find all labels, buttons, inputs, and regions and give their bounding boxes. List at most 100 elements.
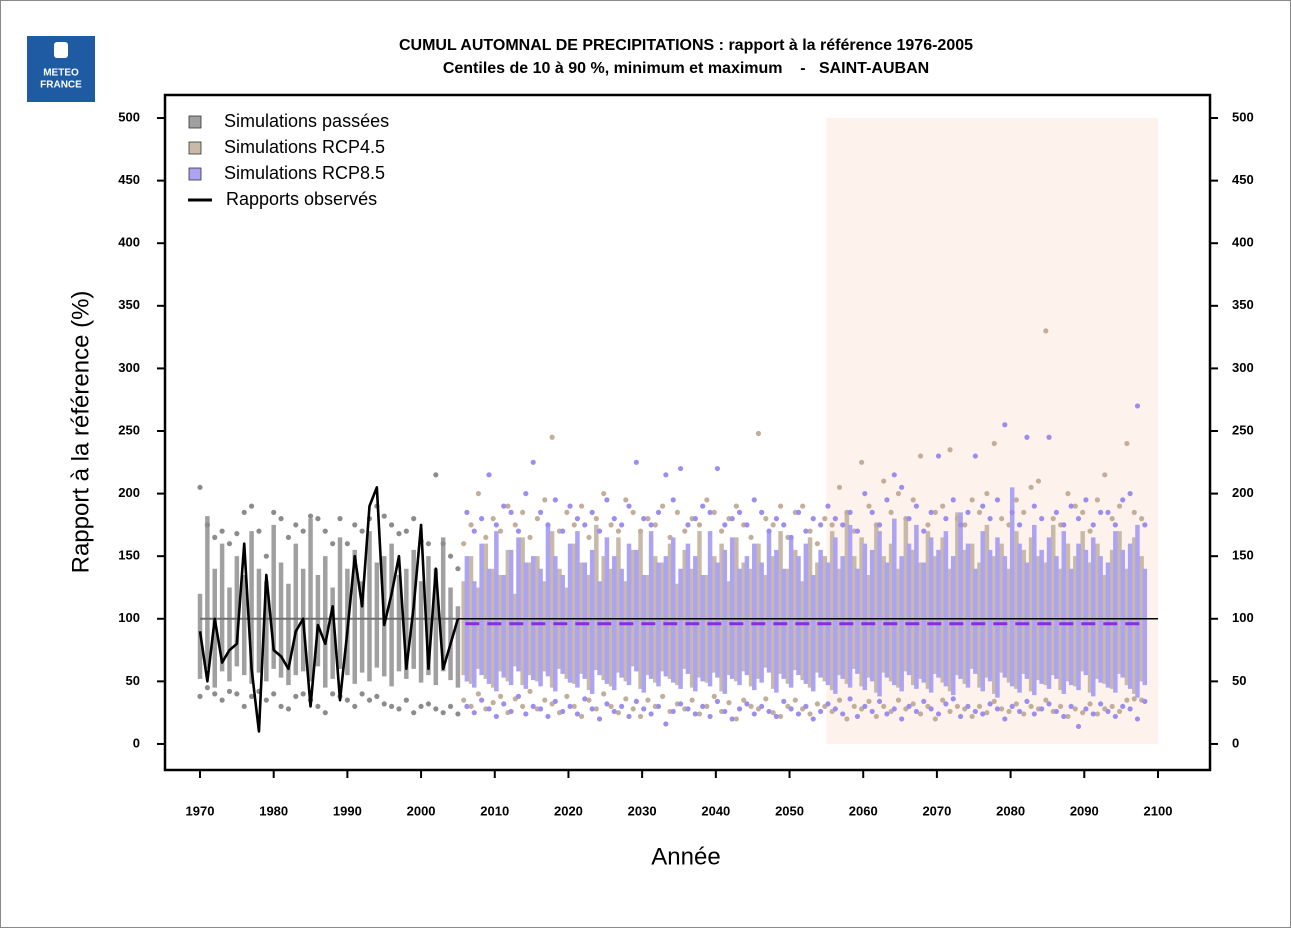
- max-point: [455, 566, 461, 572]
- min-point: [582, 696, 588, 702]
- min-point: [881, 703, 887, 710]
- min-point: [626, 713, 632, 720]
- max-point: [866, 503, 872, 509]
- min-point: [440, 710, 446, 716]
- max-point: [589, 509, 595, 515]
- min-point: [840, 711, 846, 717]
- max-point: [596, 528, 603, 534]
- min-point: [403, 697, 409, 703]
- min-point: [596, 716, 603, 722]
- max-point: [330, 541, 336, 547]
- max-point: [895, 490, 902, 497]
- min-point: [425, 701, 432, 707]
- max-point: [980, 503, 986, 509]
- min-point: [954, 703, 961, 710]
- min-point: [330, 691, 336, 697]
- max-point: [1024, 434, 1030, 440]
- min-point: [552, 698, 558, 704]
- max-point: [241, 509, 247, 515]
- min-point: [501, 701, 507, 707]
- max-point: [433, 472, 439, 478]
- max-point: [976, 509, 983, 515]
- y-tick-label: 200: [118, 485, 140, 500]
- min-point: [847, 696, 853, 702]
- min-point: [1053, 708, 1060, 715]
- max-point: [388, 522, 395, 528]
- max-point: [1016, 522, 1023, 528]
- min-point: [542, 697, 548, 703]
- x-tick-label: 2020: [554, 803, 583, 818]
- x-axis-title: Année: [651, 843, 720, 870]
- min-point: [1024, 698, 1030, 704]
- min-point: [958, 713, 964, 720]
- x-tick-label: 1990: [333, 803, 362, 818]
- max-point: [1046, 434, 1052, 440]
- max-point: [549, 434, 555, 440]
- min-point: [388, 703, 395, 710]
- min-point: [1080, 710, 1086, 716]
- max-point: [999, 516, 1005, 522]
- max-point: [586, 534, 592, 541]
- min-point: [928, 706, 934, 712]
- max-point: [1098, 509, 1104, 515]
- max-point: [1009, 509, 1015, 515]
- max-point: [1109, 516, 1115, 522]
- min-point: [433, 706, 439, 712]
- max-point: [490, 516, 496, 522]
- min-point: [1013, 701, 1019, 707]
- max-point: [829, 522, 835, 528]
- min-point: [947, 708, 953, 715]
- max-point: [947, 447, 953, 453]
- max-point: [962, 522, 968, 528]
- max-point: [987, 516, 993, 522]
- max-point: [770, 522, 776, 528]
- max-point: [604, 497, 610, 503]
- min-point: [803, 703, 809, 710]
- max-point: [825, 503, 831, 509]
- max-point: [899, 484, 905, 490]
- x-tick-label: 2100: [1144, 803, 1173, 818]
- min-point: [197, 693, 203, 699]
- max-point: [447, 553, 454, 559]
- max-point: [530, 459, 536, 465]
- max-point: [1075, 516, 1082, 522]
- min-point: [711, 693, 717, 699]
- max-point: [696, 522, 703, 528]
- max-point: [1072, 503, 1078, 509]
- max-point: [542, 497, 548, 503]
- min-point: [1002, 716, 1008, 722]
- max-point: [1090, 522, 1096, 528]
- x-tick-label: 2050: [775, 803, 804, 818]
- y-tick-label: 400: [1232, 235, 1254, 250]
- max-point: [601, 490, 607, 497]
- max-point: [515, 528, 522, 534]
- max-point: [534, 516, 540, 522]
- min-point: [366, 697, 373, 703]
- plot-border: [163, 93, 1212, 772]
- max-point: [832, 516, 838, 522]
- max-point: [869, 509, 875, 515]
- max-point: [1094, 497, 1101, 503]
- y-tick-label: 500: [1232, 109, 1254, 124]
- max-point: [663, 472, 669, 478]
- max-point: [814, 541, 821, 547]
- max-point: [641, 516, 647, 522]
- min-point: [795, 711, 802, 717]
- min-point: [1112, 713, 1118, 720]
- max-point: [440, 541, 446, 547]
- max-point: [545, 522, 551, 528]
- max-point: [633, 459, 639, 465]
- max-point: [464, 509, 470, 515]
- max-point: [608, 522, 614, 528]
- min-point: [707, 713, 713, 720]
- max-point: [271, 509, 277, 515]
- max-point: [411, 516, 417, 522]
- legend-label: Simulations RCP4.5: [224, 137, 385, 157]
- max-point: [1061, 522, 1067, 528]
- min-point: [241, 703, 247, 710]
- min-point: [866, 698, 872, 704]
- max-point: [950, 497, 956, 503]
- max-point: [300, 528, 306, 534]
- max-point: [315, 516, 321, 522]
- max-point: [1013, 497, 1019, 503]
